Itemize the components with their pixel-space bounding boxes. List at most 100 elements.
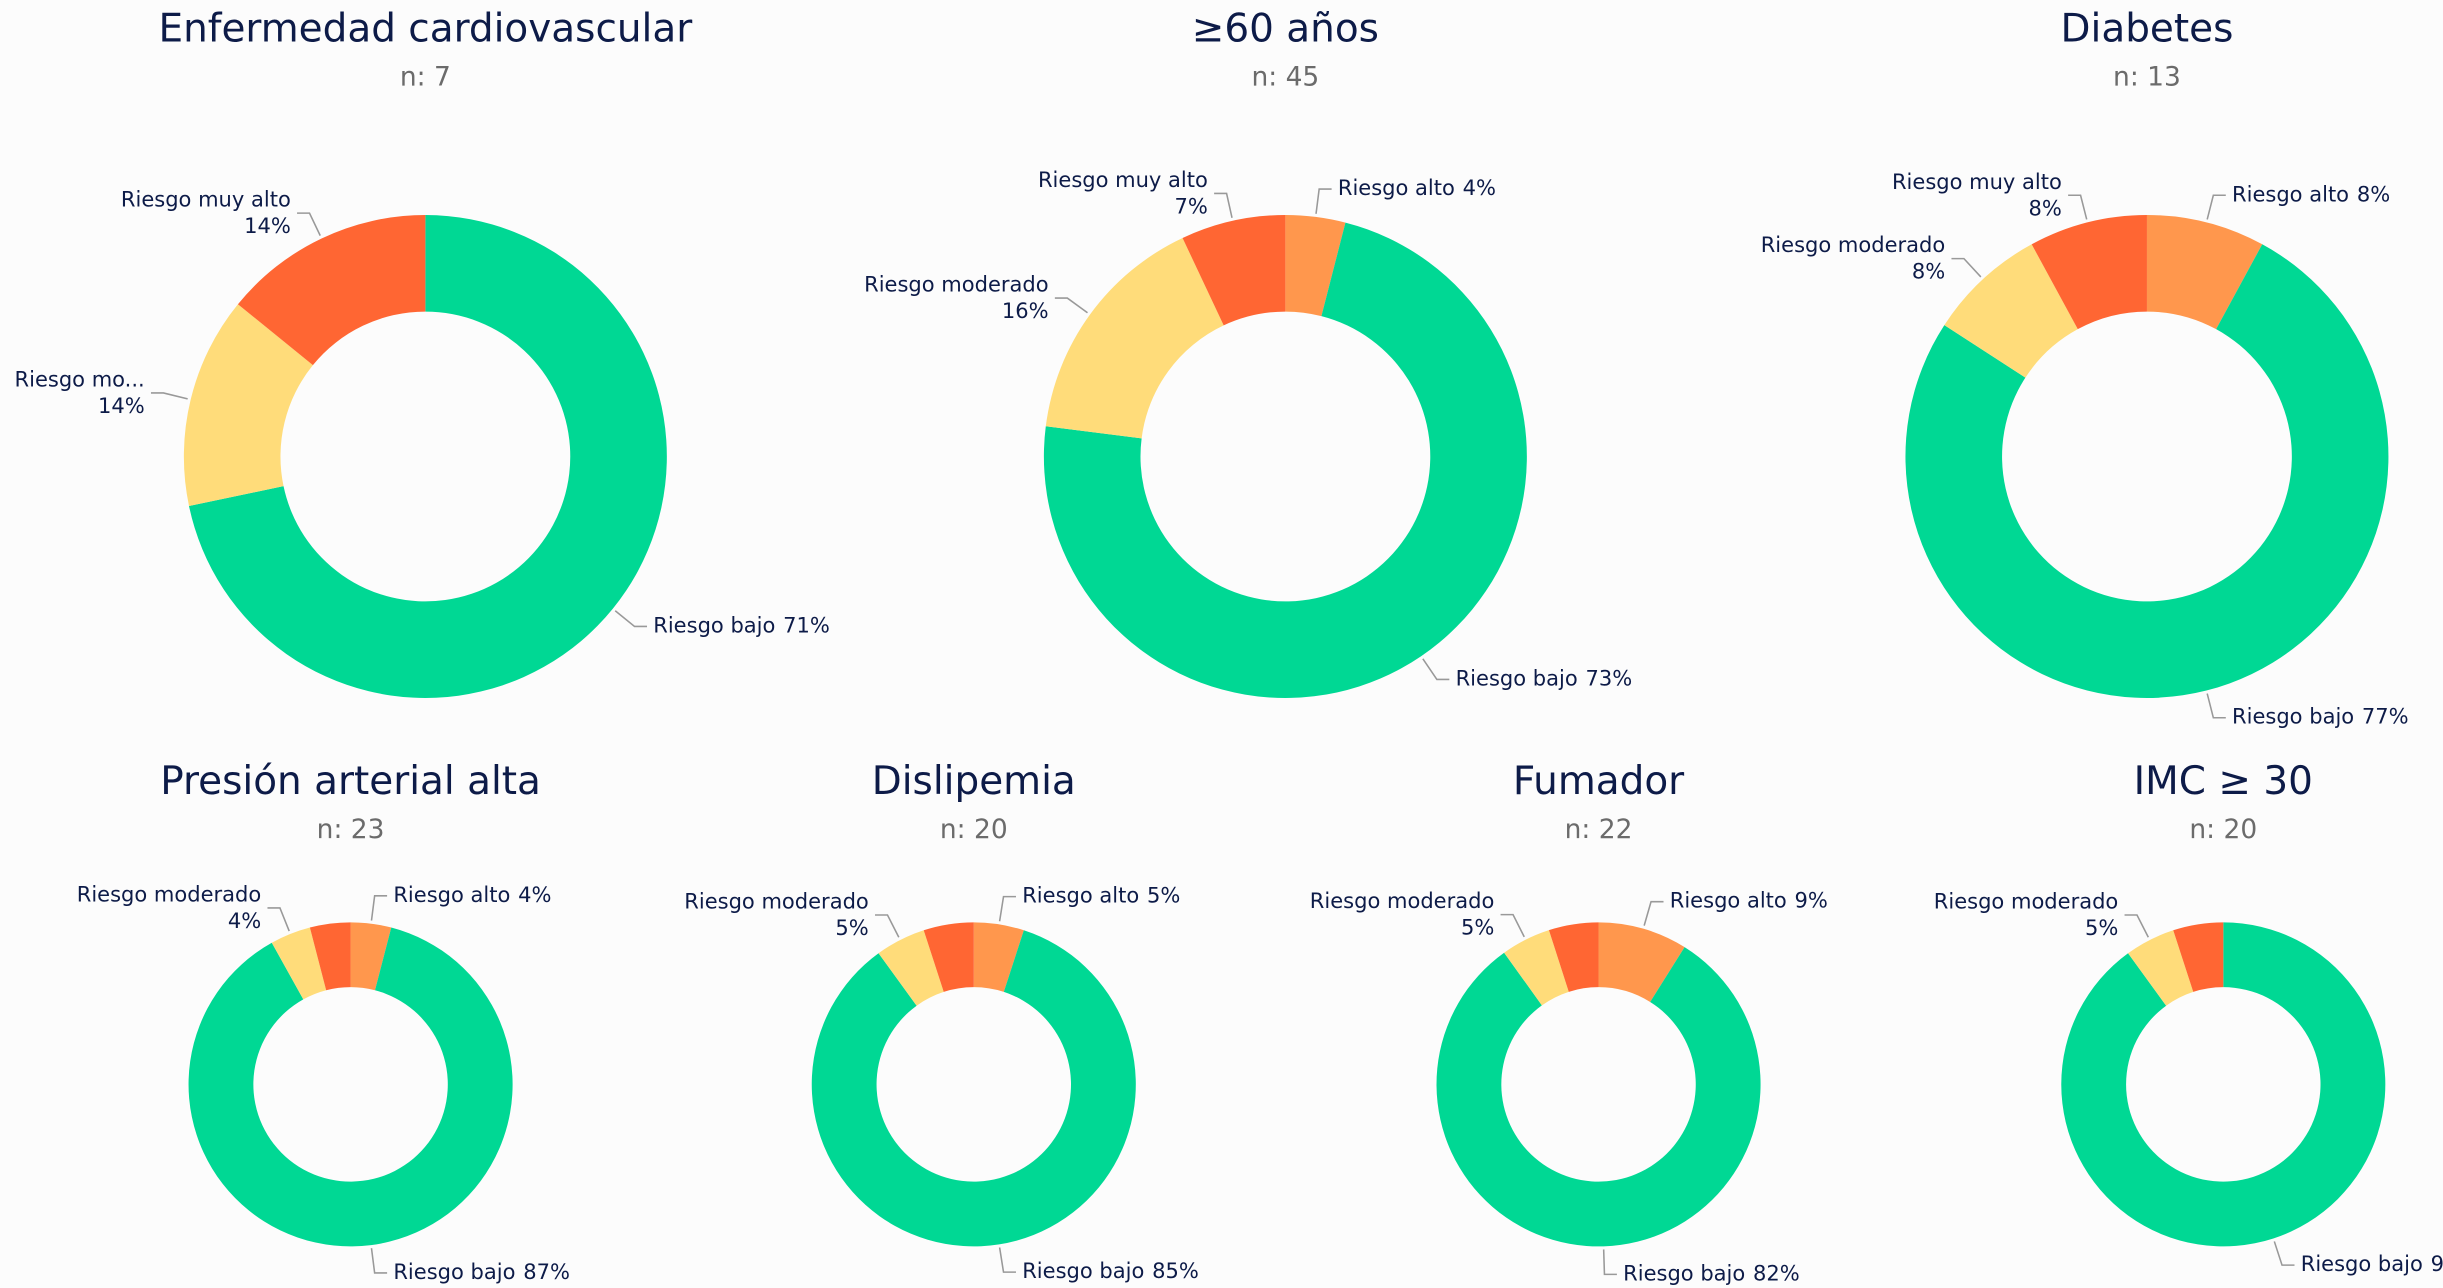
donut-slice [183, 304, 313, 506]
slice-label: Riesgo bajo 73% [1456, 665, 1633, 690]
slice-value: 9% [1795, 888, 1828, 913]
slice-category: Riesgo muy alto [121, 187, 291, 212]
slice-label: Riesgo alto 5% [1022, 883, 1180, 908]
leader-line [2206, 693, 2226, 719]
chart-title: Diabetes [2061, 7, 2234, 52]
slice-value: 82% [1753, 1260, 1800, 1285]
donut-slice [1504, 930, 1569, 1006]
leader-line [370, 895, 388, 921]
leader-line [267, 907, 290, 932]
donut-chart: Enfermedad cardiovascular n: 7 Riesgo bajo… [15, 7, 830, 698]
slice-value: 5% [1147, 883, 1180, 908]
chart-subtitle: n: 20 [940, 814, 1008, 845]
slice-value: 16% [1002, 298, 1049, 323]
donut-slice [2031, 215, 2147, 330]
chart-subtitle: n: 7 [400, 61, 451, 92]
slice-label: Riesgo bajo 77% [2232, 704, 2409, 729]
donut-slice [309, 922, 351, 991]
slice-category: Riesgo alto [1670, 888, 1787, 913]
leader-line [150, 392, 188, 400]
slice-value: 5% [835, 915, 868, 940]
chart-title: Enfermedad cardiovascular [158, 7, 693, 52]
leader-line [2068, 194, 2088, 220]
slice-value: 87% [523, 1259, 570, 1284]
slice-category: Riesgo bajo [1022, 1258, 1144, 1283]
donut-slice [271, 927, 327, 1000]
chart-title: IMC ≥ 30 [2134, 759, 2313, 804]
donut-chart: Dislipemia n: 20 Riesgo alto 5% Riesgo bajo 8… [684, 759, 1199, 1283]
chart-title: Dislipemia [872, 759, 1076, 804]
leader-line [614, 610, 648, 628]
chart-subtitle: n: 23 [317, 814, 385, 845]
slice-value: 71% [783, 612, 830, 637]
donut-slice [811, 930, 1136, 1247]
slice-category: Riesgo moderado [77, 881, 262, 906]
slice-value: 73% [1585, 665, 1632, 690]
donut-slice [1598, 922, 1685, 1002]
leader-line [1500, 913, 1525, 938]
leader-line [1315, 188, 1332, 214]
slice-category: Riesgo mo... [15, 366, 145, 391]
leader-line [1214, 192, 1233, 218]
slice-value: 85% [1152, 1258, 1199, 1283]
donut-slice [923, 922, 974, 992]
chart-subtitle: n: 45 [1251, 61, 1319, 92]
donut-slice [1548, 922, 1599, 992]
slice-value: 4% [228, 908, 261, 933]
slice-category: Riesgo moderado [684, 889, 869, 914]
slice-category: Riesgo bajo [393, 1259, 515, 1284]
leader-line [1054, 297, 1088, 314]
slice-category: Riesgo alto [393, 882, 510, 907]
donut-chart: Fumador n: 22 Riesgo alto 9% Riesgo bajo 82% R… [1310, 759, 1828, 1285]
leader-line [1602, 1249, 1617, 1276]
chart-subtitle: n: 22 [1565, 814, 1633, 845]
slice-label: Riesgo bajo 71% [653, 612, 830, 637]
donut-slice [1436, 947, 1761, 1247]
chart-subtitle: n: 13 [2113, 61, 2181, 92]
donut-chart: ≥60 años n: 45 Riesgo alto 4% Riesgo bajo 73%… [864, 7, 1632, 698]
chart-title: Presión arterial alta [160, 759, 541, 804]
donut-slice [1905, 244, 2389, 698]
leader-line [1951, 257, 1982, 278]
slice-category: Riesgo bajo [2301, 1251, 2423, 1276]
slice-value: 14% [244, 213, 291, 238]
slice-value: 5% [1461, 915, 1494, 940]
slice-category: Riesgo moderado [1761, 232, 1946, 257]
donut-slice [1944, 244, 2078, 378]
donut-slice [350, 922, 392, 991]
slice-value: 8% [1912, 259, 1945, 284]
slice-value: 77% [2362, 704, 2409, 729]
donut-slice [2173, 922, 2224, 992]
leader-line [1643, 900, 1664, 926]
donut-slice [188, 927, 513, 1247]
slice-label: Riesgo alto 4% [1338, 175, 1496, 200]
leader-line [2273, 1241, 2295, 1266]
slice-category: Riesgo bajo [1623, 1260, 1745, 1285]
donut-chart: Diabetes n: 13 Riesgo alto 8% Riesgo bajo 77%… [1761, 7, 2409, 729]
leader-line [370, 1248, 388, 1274]
donut-slice [1285, 215, 1346, 317]
slice-category: Riesgo moderado [864, 272, 1049, 297]
leader-line [998, 1247, 1016, 1273]
slice-label: Riesgo bajo 85% [1022, 1258, 1199, 1283]
slice-label: Riesgo alto 9% [1670, 888, 1828, 913]
chart-title: Fumador [1513, 759, 1685, 804]
slice-value: 7% [1175, 193, 1208, 218]
slice-category: Riesgo bajo [1456, 665, 1578, 690]
slice-category: Riesgo moderado [1934, 889, 2119, 914]
slice-category: Riesgo muy alto [1892, 169, 2062, 194]
leader-line [2124, 914, 2150, 938]
donut-slice [237, 215, 426, 366]
chart-subtitle: n: 20 [2189, 814, 2257, 845]
slice-label: Riesgo alto 4% [393, 882, 551, 907]
donut-slice [973, 922, 1024, 992]
leader-line [297, 212, 321, 236]
leader-line [875, 914, 900, 938]
donut-slice [2146, 215, 2263, 330]
slice-value: 8% [2029, 195, 2062, 220]
donut-slice [2128, 930, 2194, 1006]
slice-value: 5% [2085, 915, 2118, 940]
slice-label: Riesgo bajo 90% [2301, 1251, 2443, 1276]
